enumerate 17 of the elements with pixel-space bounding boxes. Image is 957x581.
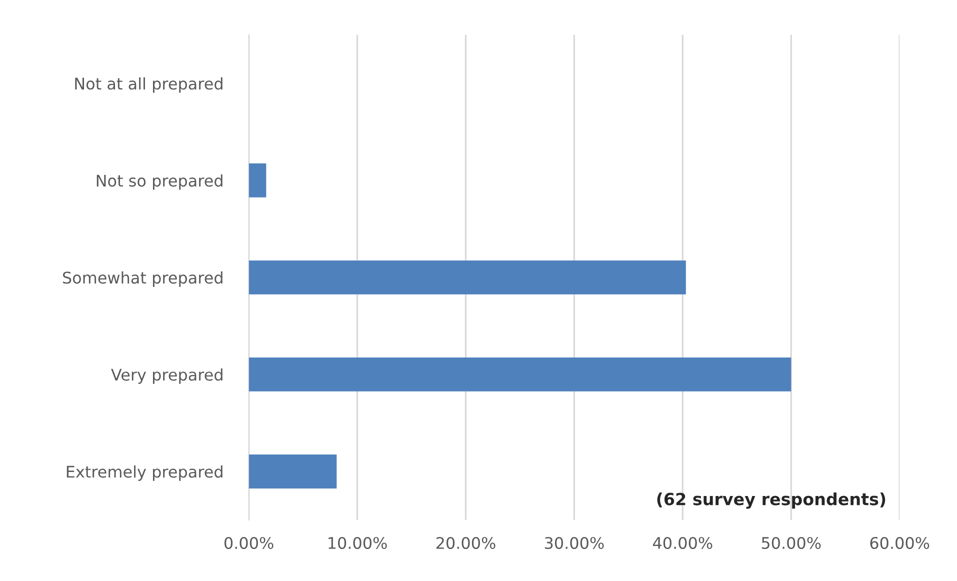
x-tick-label: 50.00% [762,536,821,550]
x-tick-label: 0.00% [224,536,274,550]
y-tick-label: Not at all prepared [75,77,222,93]
bar [248,260,686,294]
x-tick-label: 60.00% [870,536,930,550]
annotation: (62 survey respondents) [657,492,886,509]
bar [248,163,266,198]
y-tick-label: Somewhat prepared [62,271,222,287]
bar [248,357,792,392]
y-tick-label: Very prepared [111,368,222,384]
bar [248,454,337,488]
x-tick-label: 20.00% [436,536,496,550]
x-tick-label: 10.00% [328,536,387,550]
x-tick-label: 30.00% [544,536,604,550]
x-tick-label: 40.00% [652,536,712,550]
y-tick-label: Not so prepared [96,174,222,190]
y-tick-label: Extremely prepared [66,465,222,481]
